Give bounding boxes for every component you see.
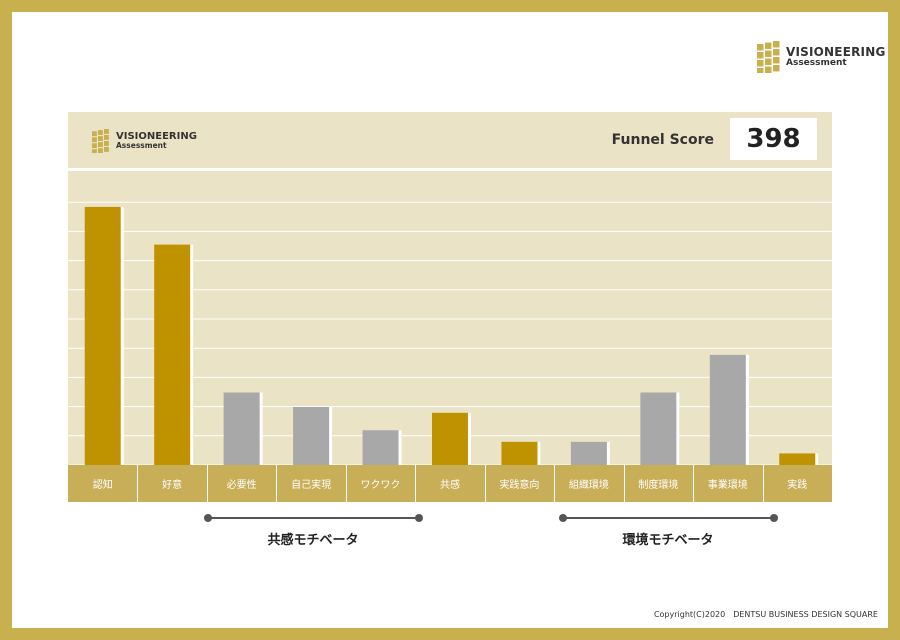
group-label-environment: 環境モチベータ xyxy=(622,533,714,548)
category-separator xyxy=(206,465,208,502)
bar-10 xyxy=(779,453,816,465)
category-separator xyxy=(693,465,695,502)
bracket-dot xyxy=(770,514,778,522)
bar-1 xyxy=(154,244,191,465)
bar-6 xyxy=(501,441,538,465)
bar-2 xyxy=(223,392,260,465)
category-separator xyxy=(484,465,486,502)
bracket-dot xyxy=(204,514,212,522)
bar-5 xyxy=(432,412,468,465)
category-label: 組織環境 xyxy=(568,480,609,491)
group-bracket-environment xyxy=(559,514,778,522)
funnel-score-label: Funnel Score xyxy=(611,132,714,148)
category-label: 必要性 xyxy=(226,480,257,491)
category-separator xyxy=(762,465,764,502)
category-label: 事業環境 xyxy=(707,480,748,491)
header-divider xyxy=(68,168,832,171)
category-separator xyxy=(415,465,417,502)
group-bracket-empathy xyxy=(204,514,423,522)
category-separator xyxy=(345,465,347,502)
bar-chart xyxy=(68,201,832,465)
category-label: ワクワク xyxy=(360,480,401,491)
category-separator xyxy=(554,465,556,502)
category-label: 好意 xyxy=(162,480,183,491)
panel-header: VISIONEERING Assessment Funnel Score 398 xyxy=(68,112,832,168)
grid-logo-icon xyxy=(92,129,109,153)
category-separator xyxy=(623,465,625,502)
grid-logo-icon xyxy=(757,41,780,73)
category-label: 自己実現 xyxy=(291,480,332,491)
bracket-dot xyxy=(559,514,567,522)
copyright-text: Copyright(C)2020 DENTSU BUSINESS DESIGN … xyxy=(653,610,878,619)
brand-logo-panel: VISIONEERING Assessment xyxy=(91,129,197,153)
bar-4 xyxy=(362,430,399,465)
brand-name: VISIONEERING xyxy=(786,44,886,59)
group-label-empathy: 共感モチベータ xyxy=(267,533,359,548)
category-label: 認知 xyxy=(92,480,113,491)
chart-panel: VISIONEERING Assessment Funnel Score 398 xyxy=(68,112,832,502)
bar-0 xyxy=(84,206,121,465)
bar-9 xyxy=(709,354,746,465)
brand-sub: Assessment xyxy=(786,57,847,68)
panel-brand-name: VISIONEERING xyxy=(116,130,197,142)
category-label: 実践 xyxy=(787,480,808,491)
panel-brand-sub: Assessment xyxy=(116,141,167,151)
brand-logo-top: VISIONEERING Assessment xyxy=(757,41,886,73)
funnel-score-value: 398 xyxy=(730,118,817,160)
category-separator xyxy=(276,465,278,502)
category-axis: 認知 好意 必要性 自己実現 ワクワク 共感 実践意向 組織環境 制度環境 事業環境 実践 xyxy=(68,465,832,502)
bar-8 xyxy=(640,392,677,465)
bar-3 xyxy=(293,407,330,465)
bracket-dot xyxy=(415,514,423,522)
category-label: 制度環境 xyxy=(638,480,679,491)
category-separator xyxy=(137,465,139,502)
category-label: 実践意向 xyxy=(499,480,540,491)
bar-7 xyxy=(570,441,607,465)
category-label: 共感 xyxy=(439,480,460,491)
